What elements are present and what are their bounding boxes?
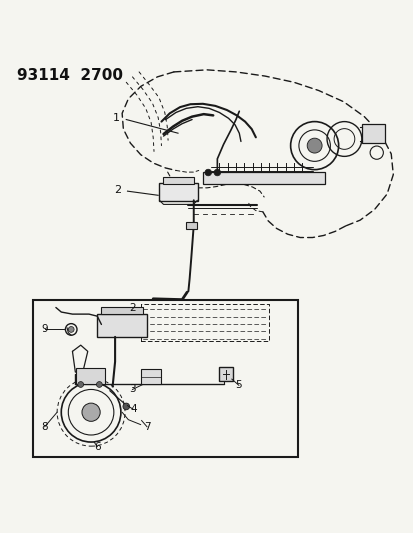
- Circle shape: [68, 327, 74, 333]
- Bar: [219, 367, 232, 381]
- Circle shape: [306, 138, 321, 153]
- Bar: [140, 369, 160, 384]
- Circle shape: [214, 169, 220, 176]
- Bar: [33, 300, 297, 457]
- Bar: [101, 308, 142, 314]
- Text: 7: 7: [143, 422, 150, 432]
- FancyBboxPatch shape: [158, 183, 198, 201]
- Text: 93114  2700: 93114 2700: [17, 68, 122, 83]
- Text: 6: 6: [94, 441, 100, 451]
- Text: 2: 2: [114, 185, 121, 195]
- Circle shape: [96, 382, 102, 387]
- Circle shape: [123, 403, 129, 410]
- Text: 8: 8: [41, 422, 48, 432]
- Text: 4: 4: [130, 405, 136, 414]
- Circle shape: [78, 382, 83, 387]
- Bar: [76, 368, 104, 384]
- Bar: [186, 222, 196, 229]
- Text: 2: 2: [129, 303, 135, 313]
- Bar: [97, 314, 147, 337]
- Text: 3: 3: [129, 384, 135, 394]
- Bar: [361, 125, 384, 143]
- Text: 9: 9: [41, 324, 48, 334]
- Circle shape: [82, 403, 100, 421]
- Bar: [202, 172, 324, 184]
- Bar: [162, 177, 194, 184]
- Text: 1: 1: [113, 114, 120, 123]
- Text: 5: 5: [235, 381, 242, 390]
- Circle shape: [204, 169, 211, 176]
